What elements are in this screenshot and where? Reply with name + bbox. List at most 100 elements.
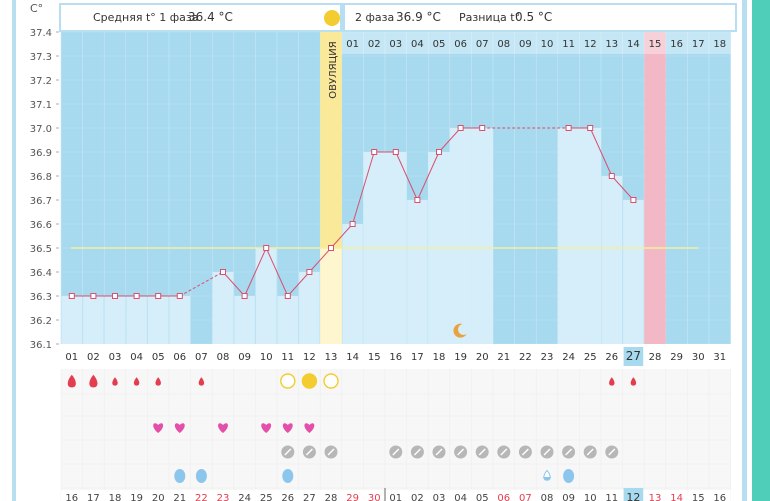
heart-icon[interactable] (218, 423, 228, 433)
x-day-label[interactable]: 26 (605, 352, 618, 363)
temperature-point[interactable] (90, 293, 97, 299)
x-day-label[interactable]: 02 (87, 352, 100, 363)
period-drop-icon[interactable] (198, 377, 205, 386)
temperature-point[interactable] (479, 125, 486, 131)
temperature-point[interactable] (328, 245, 334, 251)
temperature-point[interactable] (630, 197, 637, 203)
temperature-point[interactable] (306, 269, 313, 275)
sun-outline-icon[interactable] (323, 373, 339, 389)
heart-icon[interactable] (174, 423, 185, 433)
x-day-label[interactable]: 18 (433, 352, 446, 363)
x-day-label[interactable]: 01 (65, 352, 78, 363)
x-day-label[interactable]: 23 (541, 352, 554, 363)
temperature-point[interactable] (587, 125, 594, 131)
date-label[interactable]: 25 (260, 493, 273, 501)
date-label[interactable]: 26 (281, 493, 294, 501)
temperature-point[interactable] (436, 149, 442, 155)
date-label[interactable]: 14 (670, 493, 683, 501)
x-day-label[interactable]: 13 (325, 352, 338, 363)
date-label[interactable]: 22 (195, 493, 208, 501)
period-drop-icon[interactable] (112, 377, 118, 386)
temperature-point[interactable] (608, 173, 615, 179)
x-day-label[interactable]: 07 (195, 352, 208, 363)
period-drop-icon[interactable] (133, 377, 140, 386)
x-day-label[interactable]: 12 (303, 352, 316, 363)
date-label[interactable]: 02 (411, 493, 424, 501)
x-day-label[interactable]: 30 (692, 352, 705, 363)
x-day-label[interactable]: 16 (389, 352, 402, 363)
temperature-point[interactable] (565, 125, 572, 131)
x-day-label[interactable]: 22 (519, 352, 532, 363)
date-label[interactable]: 23 (217, 493, 230, 501)
x-day-label[interactable]: 03 (109, 352, 122, 363)
discharge-drop-icon[interactable] (563, 469, 575, 483)
temperature-point[interactable] (220, 269, 226, 275)
x-day-label[interactable]: 24 (562, 352, 575, 363)
x-day-label[interactable]: 15 (368, 352, 381, 363)
date-label[interactable]: 28 (325, 493, 338, 501)
highlight-day-badge[interactable] (623, 347, 644, 366)
date-label[interactable]: 10 (584, 493, 597, 501)
date-label[interactable]: 05 (476, 493, 489, 501)
date-label[interactable]: 24 (238, 493, 251, 501)
date-label[interactable]: 29 (346, 493, 359, 501)
temperature-point[interactable] (457, 125, 464, 131)
date-label[interactable]: 11 (605, 493, 618, 501)
temperature-point[interactable] (133, 293, 140, 299)
date-label[interactable]: 17 (87, 493, 100, 501)
date-label[interactable]: 08 (541, 493, 554, 501)
period-drop-icon[interactable] (630, 377, 637, 386)
date-label[interactable]: 19 (130, 493, 143, 501)
discharge-drop-icon[interactable] (174, 469, 186, 483)
heart-icon[interactable] (304, 423, 315, 433)
date-label[interactable]: 18 (109, 493, 122, 501)
date-label[interactable]: 09 (562, 493, 575, 501)
x-day-label[interactable]: 28 (649, 352, 662, 363)
date-label[interactable]: 13 (649, 493, 662, 501)
x-day-label[interactable]: 21 (497, 352, 510, 363)
period-drop-icon[interactable] (155, 377, 161, 386)
discharge-drop-icon[interactable] (282, 469, 294, 483)
period-drop-icon[interactable] (609, 377, 615, 386)
x-day-label[interactable]: 06 (173, 352, 186, 363)
x-day-label[interactable]: 31 (713, 352, 726, 363)
date-label[interactable]: 01 (389, 493, 402, 501)
temperature-point[interactable] (263, 245, 270, 251)
date-label[interactable]: 15 (692, 493, 705, 501)
temperature-point[interactable] (68, 293, 75, 299)
x-day-label[interactable]: 04 (130, 352, 143, 363)
date-label[interactable]: 06 (497, 493, 510, 501)
x-day-label[interactable]: 25 (584, 352, 597, 363)
x-day-label[interactable]: 19 (454, 352, 467, 363)
sun-filled-icon[interactable] (301, 373, 318, 389)
highlight-date-badge[interactable] (623, 488, 644, 501)
date-label[interactable]: 16 (713, 493, 726, 501)
highlight-day-label[interactable]: 27 (626, 349, 641, 363)
temperature-point[interactable] (392, 149, 399, 155)
x-day-label[interactable]: 08 (217, 352, 230, 363)
temperature-point[interactable] (414, 197, 421, 203)
highlight-date-label[interactable]: 12 (626, 491, 640, 501)
sun-outline-icon[interactable] (280, 373, 296, 389)
temperature-point[interactable] (241, 293, 248, 299)
period-drop-icon[interactable] (89, 374, 98, 388)
x-day-label[interactable]: 14 (346, 352, 359, 363)
x-day-label[interactable]: 05 (152, 352, 165, 363)
temperature-point[interactable] (284, 293, 291, 299)
temperature-point[interactable] (112, 293, 118, 299)
heart-icon[interactable] (153, 423, 164, 433)
temperature-point[interactable] (371, 149, 378, 155)
x-day-label[interactable]: 17 (411, 352, 424, 363)
temperature-point[interactable] (349, 221, 356, 227)
x-day-label[interactable]: 11 (281, 352, 294, 363)
temperature-point[interactable] (176, 293, 183, 299)
temperature-point[interactable] (155, 293, 162, 299)
date-label[interactable]: 27 (303, 493, 316, 501)
x-day-label[interactable]: 10 (260, 352, 273, 363)
x-day-label[interactable]: 29 (670, 352, 683, 363)
date-label[interactable]: 21 (173, 493, 186, 501)
date-label[interactable]: 20 (152, 493, 165, 501)
heart-icon[interactable] (261, 423, 272, 433)
heart-icon[interactable] (282, 423, 293, 433)
date-label[interactable]: 07 (519, 493, 532, 501)
